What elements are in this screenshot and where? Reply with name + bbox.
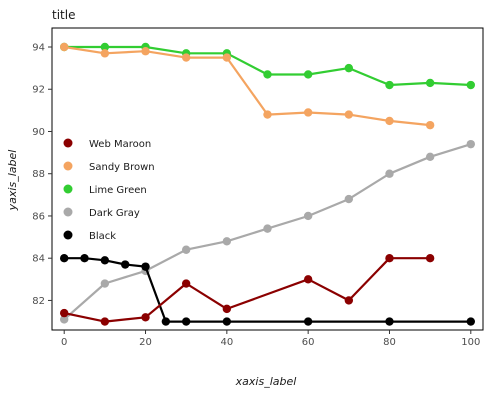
data-point-dark-gray bbox=[222, 237, 232, 246]
legend-swatch bbox=[63, 161, 73, 171]
data-point-black bbox=[59, 253, 69, 263]
y-tick-label: 86 bbox=[32, 211, 45, 222]
data-point-sandy-brown bbox=[385, 116, 394, 126]
data-point-web-maroon bbox=[141, 313, 150, 322]
x-tick-label: 60 bbox=[302, 337, 315, 348]
y-axis: 82 84 86 88 90 92 94 bbox=[32, 43, 52, 307]
x-tick-label: 0 bbox=[61, 337, 67, 348]
chart-title: title bbox=[52, 8, 75, 22]
plot-panel bbox=[51, 27, 484, 331]
y-tick-label: 88 bbox=[32, 169, 45, 180]
x-tick-label: 100 bbox=[461, 337, 480, 348]
data-point-sandy-brown bbox=[141, 47, 150, 56]
data-point-black bbox=[385, 317, 394, 326]
legend-swatch bbox=[63, 184, 73, 194]
data-point-web-maroon bbox=[100, 317, 110, 326]
series-group bbox=[59, 42, 476, 326]
data-point-black bbox=[100, 256, 110, 265]
data-point-web-maroon bbox=[425, 253, 435, 263]
data-point-lime-green bbox=[466, 80, 476, 90]
data-point-sandy-brown bbox=[181, 53, 191, 62]
data-point-black bbox=[181, 317, 191, 326]
data-point-lime-green bbox=[263, 70, 272, 79]
data-point-dark-gray bbox=[466, 139, 476, 149]
data-point-black bbox=[141, 262, 150, 271]
data-point-dark-gray bbox=[344, 194, 354, 204]
data-point-black bbox=[222, 317, 232, 326]
data-point-dark-gray bbox=[425, 152, 435, 162]
data-point-sandy-brown bbox=[344, 110, 354, 119]
legend: Web Maroon Sandy Brown Lime Green Dark Gray… bbox=[63, 138, 155, 242]
data-point-web-maroon bbox=[181, 279, 191, 288]
x-tick-label: 40 bbox=[220, 337, 233, 348]
data-point-lime-green bbox=[303, 70, 313, 79]
data-point-sandy-brown bbox=[100, 49, 110, 58]
series-line-sandy-brown bbox=[64, 45, 431, 127]
data-point-dark-gray bbox=[181, 245, 191, 254]
data-point-dark-gray bbox=[263, 224, 272, 233]
legend-swatch bbox=[63, 230, 73, 240]
data-point-dark-gray bbox=[100, 279, 110, 288]
data-point-black bbox=[466, 317, 476, 326]
data-point-dark-gray bbox=[303, 211, 313, 221]
y-tick-label: 90 bbox=[32, 127, 45, 138]
data-point-lime-green bbox=[385, 80, 394, 90]
data-point-dark-gray bbox=[59, 315, 69, 324]
data-point-lime-green bbox=[100, 42, 110, 52]
data-point-web-maroon bbox=[222, 304, 232, 314]
data-point-black bbox=[120, 260, 130, 269]
legend-label: Black bbox=[89, 231, 116, 242]
data-point-lime-green bbox=[425, 78, 435, 88]
x-axis-title: xaxis_label bbox=[235, 375, 297, 388]
data-point-sandy-brown bbox=[59, 42, 69, 52]
legend-swatch bbox=[63, 207, 73, 217]
legend-swatch bbox=[63, 138, 73, 148]
legend-label: Web Maroon bbox=[89, 139, 151, 150]
y-tick-label: 94 bbox=[32, 43, 45, 54]
data-point-sandy-brown bbox=[222, 53, 232, 62]
y-tick-label: 92 bbox=[32, 85, 45, 96]
x-axis: 0 20 40 60 80 100 bbox=[61, 330, 480, 348]
data-point-sandy-brown bbox=[425, 120, 435, 130]
x-tick-label: 80 bbox=[383, 337, 396, 348]
data-point-web-maroon bbox=[385, 253, 394, 263]
data-point-dark-gray bbox=[385, 169, 394, 178]
legend-label: Lime Green bbox=[89, 185, 147, 196]
legend-label: Sandy Brown bbox=[89, 162, 155, 173]
data-point-web-maroon bbox=[303, 275, 313, 284]
legend-label: Dark Gray bbox=[89, 208, 140, 219]
data-point-web-maroon bbox=[344, 296, 354, 305]
y-tick-label: 84 bbox=[32, 254, 45, 265]
x-tick-label: 20 bbox=[139, 337, 152, 348]
data-point-sandy-brown bbox=[263, 110, 272, 119]
data-point-sandy-brown bbox=[303, 108, 313, 117]
data-point-black bbox=[303, 317, 313, 326]
data-point-black bbox=[161, 317, 171, 326]
data-point-web-maroon bbox=[59, 308, 69, 318]
data-point-lime-green bbox=[344, 63, 354, 73]
y-axis-title: yaxis_label bbox=[6, 150, 19, 212]
y-tick-label: 82 bbox=[32, 296, 45, 307]
data-point-black bbox=[80, 253, 89, 263]
